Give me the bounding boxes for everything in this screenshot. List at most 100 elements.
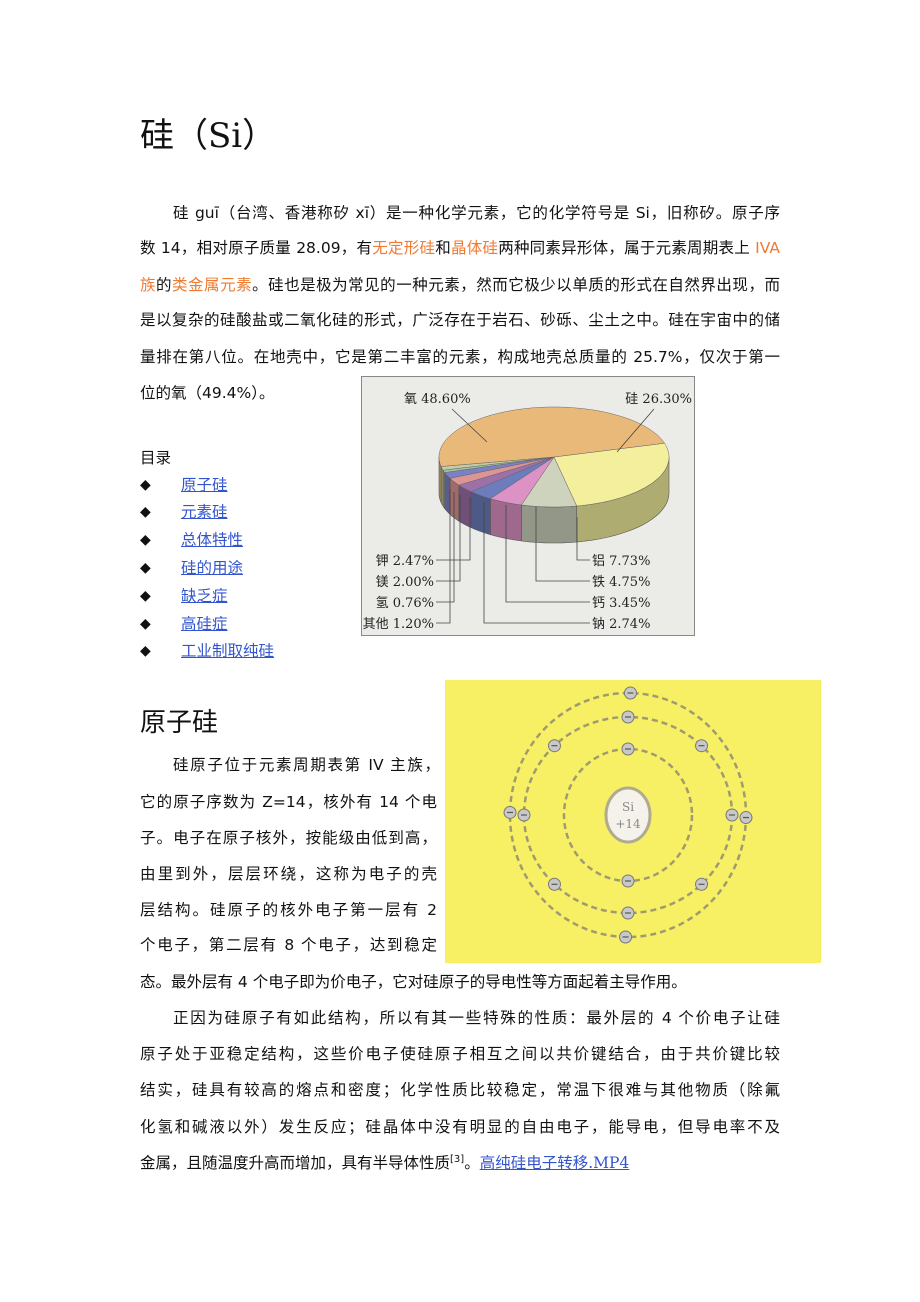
text-segment: 子。电子在原子核外，按能级由低到高，	[140, 829, 437, 847]
pie-slice-氧	[438, 406, 665, 467]
leader-line	[576, 517, 590, 561]
term-highlight[interactable]: 族	[140, 276, 157, 294]
diamond-bullet-icon: ◆	[140, 560, 151, 576]
leader-line	[436, 492, 455, 603]
pie-slice-钠	[458, 456, 555, 492]
nucleus	[604, 786, 652, 844]
nucleus-charge: +14	[615, 817, 641, 831]
text-line: 数 14，相对原子质量 28.09，有无定形硅和晶体硅两种同素异形体，属于元素周…	[140, 237, 780, 259]
page-title: 硅（Si）	[140, 116, 277, 156]
text-segment: 两种同素异形体，属于元素周期表上	[498, 239, 756, 257]
text-line: 是以复杂的硅酸盐或二氧化硅的形式，广泛存在于岩石、砂砾、尘土之中。硅在宇宙中的储	[140, 309, 780, 331]
text-segment: 。硅也是极为常见的一种元素，然而它极少以单质的形式在自然界出现，而	[252, 276, 780, 294]
text-segment: 是以复杂的硅酸盐或二氧化硅的形式，广泛存在于岩石、砂砾、尘土之中。硅在宇宙中的储	[140, 311, 780, 329]
pie-slice-side	[521, 504, 577, 544]
pie-label: 氧 48.60%	[404, 392, 471, 407]
term-highlight[interactable]: 类金属元素	[172, 276, 253, 294]
text-line: 正因为硅原子有如此结构，所以有其一些特殊的性质：最外层的 4 个价电子让硅	[173, 1007, 780, 1029]
toc-link[interactable]: 原子硅	[181, 476, 228, 494]
text-segment: 化氢和碱液以外）发生反应；硅晶体中没有明显的自由电子，能导电，但导电率不及	[140, 1118, 780, 1136]
diamond-bullet-icon: ◆	[140, 643, 151, 659]
term-highlight[interactable]: 无定形硅	[372, 239, 436, 257]
toc-label: 目录	[140, 449, 172, 467]
diamond-bullet-icon: ◆	[140, 477, 151, 493]
text-line: 族的类金属元素。硅也是极为常见的一种元素，然而它极少以单质的形式在自然界出现，而	[140, 274, 780, 296]
atom-diagram-svg: Si +14	[503, 686, 753, 944]
leader-line	[436, 489, 451, 624]
text-line: 原子处于亚稳定结构，这些价电子使硅原子相互之间以共价键结合，由于共价键比较	[140, 1043, 780, 1065]
term-highlight[interactable]: IVA	[755, 239, 780, 257]
diamond-bullet-icon: ◆	[140, 504, 151, 520]
atom-diagram: Si +14	[445, 680, 821, 963]
toc-link[interactable]: 总体特性	[181, 531, 244, 549]
leader-line	[451, 408, 488, 443]
pie-slice-硅	[553, 442, 670, 507]
text-segment: 的	[156, 276, 173, 294]
text-segment: 硅原子位于元素周期表第 IV 主族，	[173, 756, 440, 774]
text-segment: 由里到外，层层环绕，这称为电子的壳	[140, 865, 437, 883]
text-line: 位的氧（49.4%）。	[140, 382, 780, 404]
text-segment: 它的原子序数为 Z=14，核外有 14 个电	[140, 793, 437, 811]
text-line: 硅原子位于元素周期表第 IV 主族，	[173, 754, 440, 776]
toc-link[interactable]: 高硅症	[181, 615, 228, 633]
text-segment: 。	[464, 1154, 480, 1172]
nucleus-symbol: Si	[622, 800, 634, 814]
leader-line	[436, 495, 461, 582]
text-line: 硅 guī（台湾、香港称矽 xī）是一种化学元素，它的化学符号是 Si，旧称矽。…	[173, 202, 780, 224]
pie-slice-side	[458, 484, 472, 529]
pie-label: 镁 2.00%	[376, 575, 434, 590]
toc-link[interactable]: 元素硅	[181, 503, 228, 521]
video-link[interactable]: 高纯硅电子转移.MP4	[479, 1154, 630, 1172]
text-line: 量排在第八位。在地壳中，它是第二丰富的元素，构成地壳总质量的 25.7%，仅次于…	[140, 346, 780, 368]
section-heading-atomic-silicon: 原子硅	[140, 708, 219, 738]
text-line: 层结构。硅原子的核外电子第一层有 2	[140, 899, 437, 921]
text-segment: 正因为硅原子有如此结构，所以有其一些特殊的性质：最外层的 4 个价电子让硅	[173, 1009, 780, 1027]
pie-label: 铝 7.73%	[592, 554, 650, 569]
text-segment: 结实，硅具有较高的熔点和密度；化学性质比较稳定，常温下很难与其他物质（除氟	[140, 1081, 780, 1099]
text-line: 态。最外层有 4 个电子即为价电子，它对硅原子的导电性等方面起着主导作用。	[140, 971, 780, 993]
toc-link[interactable]: 硅的用途	[181, 559, 244, 577]
diamond-bullet-icon: ◆	[140, 532, 151, 548]
pie-label: 氢 0.76%	[376, 596, 434, 611]
pie-slice-钙	[470, 456, 555, 499]
text-line: 个电子，第二层有 8 个电子，达到稳定	[140, 934, 437, 956]
crust-composition-pie-figure: 硅 26.30% 铝 7.73% 铁 4.75% 钙 3.45% 钠 2.74% 钾 2.…	[361, 376, 695, 636]
toc-link[interactable]: 缺乏症	[181, 587, 228, 605]
pie-label: 钠 2.74%	[592, 617, 650, 632]
text-segment: 硅 guī（台湾、香港称矽 xī）是一种化学元素，它的化学符号是 Si，旧称矽。…	[173, 204, 780, 222]
text-segment: 量排在第八位。在地壳中，它是第二丰富的元素，构成地壳总质量的 25.7%，仅次于…	[140, 348, 780, 366]
text-line: 化氢和碱液以外）发生反应；硅晶体中没有明显的自由电子，能导电，但导电率不及	[140, 1116, 780, 1138]
pie-slice-钾	[449, 456, 555, 486]
text-line: 由里到外，层层环绕，这称为电子的壳	[140, 863, 437, 885]
pie-label: 钾 2.47%	[376, 554, 434, 569]
text-line: 金属，且随温度升高而增加，具有半导体性质[3]。高纯硅电子转移.MP4	[140, 1152, 780, 1174]
pie-label: 硅 26.30%	[625, 392, 692, 407]
text-segment: 态。最外层有 4 个电子即为价电子，它对硅原子的导电性等方面起着主导作用。	[140, 973, 687, 991]
leader-line	[535, 507, 590, 582]
text-line: 它的原子序数为 Z=14，核外有 14 个电	[140, 791, 437, 813]
pie-label: 钙 3.45%	[592, 596, 650, 611]
text-line: 子。电子在原子核外，按能级由低到高，	[140, 827, 437, 849]
pie-slice-side	[471, 491, 491, 536]
text-segment: 数 14，相对原子质量 28.09，有	[140, 239, 373, 257]
toc-link[interactable]: 工业制取纯硅	[181, 642, 275, 660]
diamond-bullet-icon: ◆	[140, 588, 151, 604]
term-highlight[interactable]: 晶体硅	[450, 239, 499, 257]
pie-slice-铁	[489, 456, 555, 506]
leader-line	[505, 505, 590, 603]
leader-line	[436, 497, 471, 561]
pie-slice-side	[444, 471, 451, 515]
pie-label: 铁 4.75%	[592, 575, 650, 590]
text-segment: 和	[435, 239, 451, 257]
leader-line	[483, 502, 590, 624]
diamond-bullet-icon: ◆	[140, 616, 151, 632]
pie-chart: 硅 26.30% 铝 7.73% 铁 4.75% 钙 3.45% 钠 2.74% 钾 2.…	[363, 392, 692, 632]
text-segment: 层结构。硅原子的核外电子第一层有 2	[140, 901, 437, 919]
citation-link[interactable]: [3]	[450, 1153, 465, 1165]
pie-label: 其他 1.20%	[363, 617, 434, 632]
leader-line	[616, 408, 655, 453]
text-segment: 原子处于亚稳定结构，这些价电子使硅原子相互之间以共价键结合，由于共价键比较	[140, 1045, 780, 1063]
pie-slice-铝	[520, 456, 578, 508]
text-segment: 位的氧（49.4%）。	[140, 384, 275, 402]
text-segment: 个电子，第二层有 8 个电子，达到稳定	[140, 936, 437, 954]
